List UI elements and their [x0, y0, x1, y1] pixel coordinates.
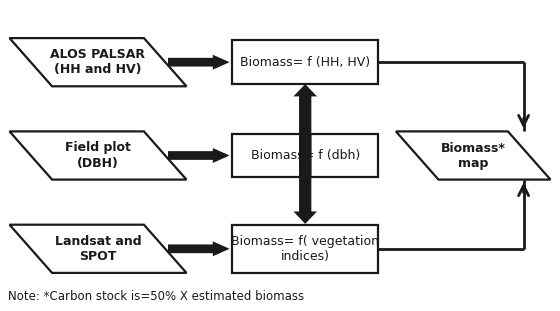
Text: Landsat and
SPOT: Landsat and SPOT: [55, 235, 141, 263]
Polygon shape: [168, 148, 230, 163]
Polygon shape: [168, 241, 230, 256]
Polygon shape: [10, 225, 186, 273]
Text: Note: *Carbon stock is=50% X estimated biomass: Note: *Carbon stock is=50% X estimated b…: [8, 290, 305, 303]
Text: Biomass*
map: Biomass* map: [441, 142, 506, 169]
Bar: [232, 134, 378, 177]
Polygon shape: [168, 55, 230, 70]
Bar: [232, 225, 378, 273]
Text: ALOS PALSAR
(HH and HV): ALOS PALSAR (HH and HV): [50, 48, 146, 76]
Bar: [232, 40, 378, 84]
Text: Biomass= f (HH, HV): Biomass= f (HH, HV): [240, 56, 370, 69]
Polygon shape: [396, 131, 550, 179]
Polygon shape: [10, 131, 186, 179]
Polygon shape: [293, 84, 317, 177]
Text: Biomass= f (dbh): Biomass= f (dbh): [250, 149, 360, 162]
Polygon shape: [10, 38, 186, 86]
Text: Biomass= f( vegetation
indices): Biomass= f( vegetation indices): [231, 235, 379, 263]
Text: Field plot
(DBH): Field plot (DBH): [65, 142, 131, 169]
Polygon shape: [293, 134, 317, 224]
